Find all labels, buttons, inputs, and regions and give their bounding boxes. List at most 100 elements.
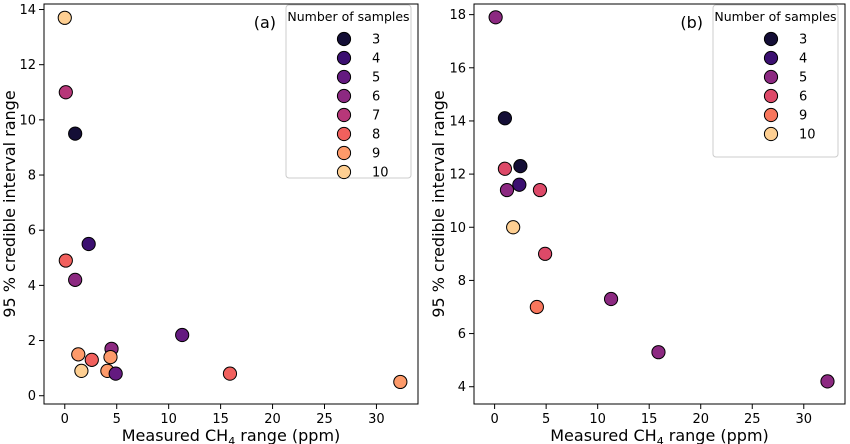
x-tick-label: 15 xyxy=(212,412,229,427)
data-point xyxy=(103,350,118,365)
data-point xyxy=(497,111,513,126)
data-point xyxy=(108,366,123,381)
y-axis-label: 95 % credible interval range xyxy=(429,90,448,317)
data-point xyxy=(57,10,72,25)
x-tick-label: 20 xyxy=(692,412,709,427)
legend-marker xyxy=(336,31,352,47)
axes-frame xyxy=(43,3,419,405)
data-point xyxy=(512,177,527,192)
data-point xyxy=(68,272,83,287)
legend-label: 10 xyxy=(372,166,389,181)
x-tick-label: 10 xyxy=(589,412,606,427)
legend-label: 9 xyxy=(372,147,380,162)
y-tick-label: 0 xyxy=(28,389,36,404)
y-tick-label: 12 xyxy=(19,58,36,73)
legend-title: Number of samples xyxy=(287,9,409,24)
y-tick-label: 14 xyxy=(449,114,466,129)
x-tick-label: 20 xyxy=(264,412,281,427)
x-axis-label-sub: 4 xyxy=(657,435,664,444)
axes-frame xyxy=(473,3,846,405)
x-tick-label: 15 xyxy=(641,412,658,427)
x-axis-label-sub: 4 xyxy=(228,435,235,444)
x-tick-label: 25 xyxy=(744,412,761,427)
legend-marker xyxy=(336,88,352,104)
panel-label: (a) xyxy=(254,13,276,32)
data-point xyxy=(651,345,666,360)
data-point xyxy=(58,85,73,100)
y-tick-label: 6 xyxy=(28,224,36,239)
y-tick-label: 4 xyxy=(28,279,36,294)
x-axis-label-text: Measured CH xyxy=(550,426,656,444)
legend-marker xyxy=(336,107,352,123)
data-point xyxy=(84,352,99,367)
x-tick-label: 5 xyxy=(542,412,550,427)
x-axis-label-suffix: range (ppm) xyxy=(235,426,340,444)
legend-marker xyxy=(336,69,352,85)
data-point xyxy=(68,126,83,141)
y-tick-label: 14 xyxy=(19,3,36,18)
legend-label: 6 xyxy=(799,90,807,105)
y-tick-label: 8 xyxy=(28,169,36,184)
legend-marker xyxy=(763,126,779,142)
y-tick-label: 18 xyxy=(449,8,466,23)
data-point xyxy=(58,253,73,268)
data-point xyxy=(497,161,513,176)
y-tick-label: 10 xyxy=(19,113,36,128)
legend: Number of samples 3 4 5 6 9 10 xyxy=(712,4,839,158)
legend-label: 10 xyxy=(799,128,816,143)
x-tick-label: 30 xyxy=(796,412,813,427)
x-axis-label: Measured CH4 range (ppm) xyxy=(550,426,769,444)
legend-marker xyxy=(336,164,352,180)
x-tick-label: 5 xyxy=(113,412,121,427)
legend-label: 4 xyxy=(799,52,807,67)
legend-label: 5 xyxy=(372,71,380,86)
data-point xyxy=(506,220,521,235)
y-tick-label: 6 xyxy=(458,327,466,342)
legend-marker xyxy=(763,88,779,104)
y-tick-label: 12 xyxy=(449,168,466,183)
legend: Number of samples 3 4 5 6 7 8 9 10 xyxy=(285,4,412,181)
data-point xyxy=(71,347,86,362)
x-axis-label-suffix: range (ppm) xyxy=(664,426,769,444)
legend-label: 9 xyxy=(799,109,807,124)
data-point xyxy=(532,182,548,198)
y-tick-label: 2 xyxy=(28,334,36,349)
x-tick-label: 10 xyxy=(160,412,177,427)
legend-title: Number of samples xyxy=(714,9,836,24)
data-point xyxy=(820,374,835,389)
data-point xyxy=(513,159,528,174)
x-axis-label-text: Measured CH xyxy=(122,426,228,444)
legend-marker xyxy=(336,145,352,161)
y-tick-label: 10 xyxy=(449,221,466,236)
legend-marker xyxy=(763,69,779,85)
legend-label: 7 xyxy=(372,109,380,124)
y-axis-label: 95 % credible interval range xyxy=(0,90,19,317)
legend-marker xyxy=(336,126,352,142)
panel-label: (b) xyxy=(680,13,703,32)
data-point xyxy=(488,10,503,25)
x-tick-label: 0 xyxy=(61,412,69,427)
legend-label: 8 xyxy=(372,128,380,143)
legend-label: 5 xyxy=(799,71,807,86)
y-tick-label: 16 xyxy=(449,61,466,76)
legend-label: 4 xyxy=(372,52,380,67)
data-point xyxy=(175,327,190,343)
x-axis-label: Measured CH4 range (ppm) xyxy=(122,426,341,444)
x-tick-label: 25 xyxy=(316,412,333,427)
x-tick-label: 0 xyxy=(490,412,498,427)
y-tick-label: 4 xyxy=(458,380,466,395)
data-point xyxy=(499,182,515,198)
legend-marker xyxy=(763,50,779,66)
y-tick-label: 8 xyxy=(458,274,466,289)
legend-marker xyxy=(763,31,779,47)
data-point xyxy=(538,246,553,261)
data-point xyxy=(603,291,619,307)
legend-label: 3 xyxy=(799,33,807,48)
x-tick-label: 30 xyxy=(368,412,385,427)
legend-marker xyxy=(763,107,779,123)
data-point xyxy=(393,374,408,390)
data-point xyxy=(222,366,238,381)
